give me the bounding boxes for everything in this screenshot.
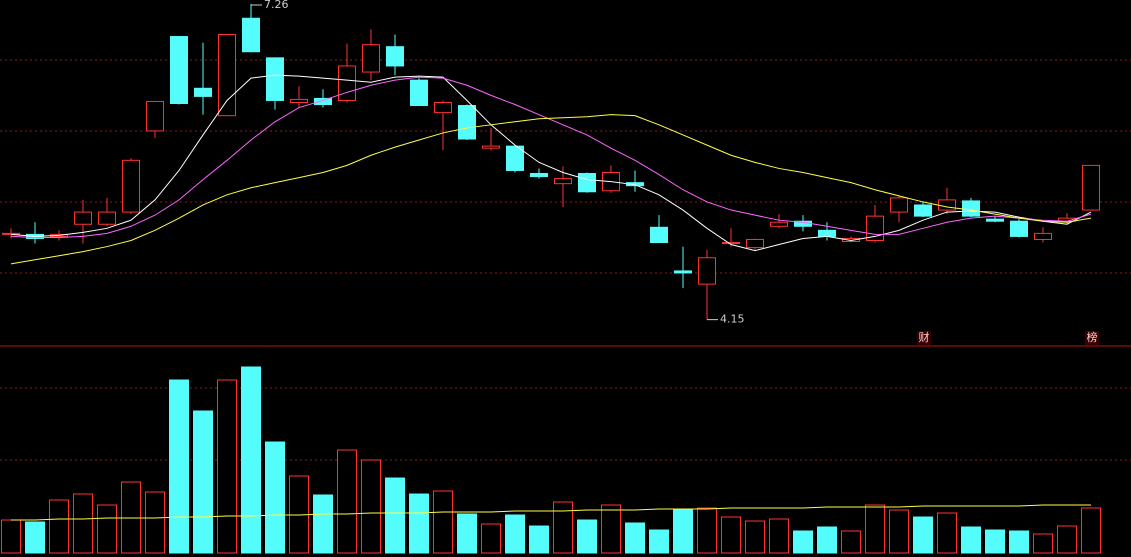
candle-body (842, 237, 860, 243)
volume-bar (337, 449, 357, 554)
volume-bar (649, 529, 669, 554)
candle-body (962, 200, 980, 217)
low-label: 4.15 (720, 313, 745, 326)
candle-body (914, 204, 932, 217)
candle-body (218, 34, 236, 117)
volume-bar (577, 519, 597, 554)
volume-bar (25, 521, 45, 554)
volume-bar (553, 501, 573, 554)
candle-body (74, 211, 92, 225)
volume-bar (1009, 530, 1029, 554)
volume-bar (1, 519, 21, 554)
candle-body (1010, 220, 1028, 237)
candle-body (818, 229, 836, 237)
candle-body (506, 145, 524, 171)
candle-body (242, 17, 260, 53)
volume-bar (385, 477, 405, 554)
volume-bar (865, 504, 885, 554)
candle-body (290, 98, 308, 103)
candle-body (146, 100, 164, 132)
volume-bar (913, 516, 933, 554)
volume-bar (961, 526, 981, 554)
candle-body (746, 238, 764, 249)
volume-bar (169, 379, 189, 554)
candle-body (938, 199, 956, 211)
volume-bar (889, 509, 909, 554)
candle-body (986, 218, 1004, 222)
annotation: 榜 (1087, 330, 1098, 344)
candle-body (578, 173, 596, 193)
volume-bar (457, 513, 477, 554)
candle-body (458, 105, 476, 140)
candle-body (2, 232, 20, 235)
volume-bar (937, 512, 957, 554)
candle-body (698, 257, 716, 285)
volume-bar (841, 530, 861, 554)
candle-body (98, 211, 116, 225)
candle-body (722, 242, 740, 245)
candle-body (194, 87, 212, 97)
volume-bar (1057, 525, 1077, 554)
candle-body (482, 145, 500, 149)
volume-bar (625, 522, 645, 554)
volume-bar (361, 459, 381, 554)
annotation-box (917, 331, 931, 345)
moving-average-line (10, 74, 1092, 252)
candle-body (170, 36, 188, 104)
volume-average-line (11, 504, 1091, 521)
candle-body (626, 182, 644, 187)
candle-body (122, 159, 140, 213)
volume-bar (673, 508, 693, 554)
candle-body (434, 101, 452, 114)
volume-bar (73, 493, 93, 554)
moving-average-line (10, 114, 1092, 265)
volume-bar (145, 491, 165, 554)
volume-bar (241, 366, 261, 554)
volume-bar (817, 526, 837, 554)
candle-body (266, 57, 284, 101)
candle-body (770, 221, 788, 227)
volume-bar (97, 504, 117, 554)
volume-bar (745, 520, 765, 554)
candle-body (890, 197, 908, 213)
volume-bar (1081, 507, 1101, 554)
candle-body (530, 173, 548, 178)
candle-body (554, 178, 572, 185)
volume-bar (433, 490, 453, 554)
volume-bar (49, 499, 69, 554)
volume-bar (697, 507, 717, 554)
moving-average-line (10, 76, 1092, 238)
volume-bar (505, 514, 525, 554)
volume-bar (721, 516, 741, 554)
candle-body (410, 79, 428, 107)
candle-body (1034, 232, 1052, 240)
volume-bar (193, 410, 213, 554)
volume-bar (481, 523, 501, 554)
volume-bar (265, 441, 285, 554)
candle-body (650, 226, 668, 244)
volume-bar (529, 525, 549, 554)
volume-bar (313, 494, 333, 554)
volume-bar (217, 379, 237, 554)
volume-bar (1033, 533, 1053, 554)
high-label: 7.26 (264, 0, 289, 11)
candle-body (314, 97, 332, 106)
candle-body (362, 44, 380, 73)
volume-bar (985, 529, 1005, 554)
candle-body (674, 270, 692, 274)
annotation-box (1085, 331, 1099, 345)
candle-body (386, 46, 404, 67)
volume-bar (409, 493, 429, 554)
annotation: 财 (919, 330, 930, 344)
candle-body (338, 65, 356, 101)
volume-bar (793, 530, 813, 554)
volume-bar (769, 518, 789, 554)
candle-body (1082, 164, 1100, 211)
volume-bar (601, 504, 621, 554)
